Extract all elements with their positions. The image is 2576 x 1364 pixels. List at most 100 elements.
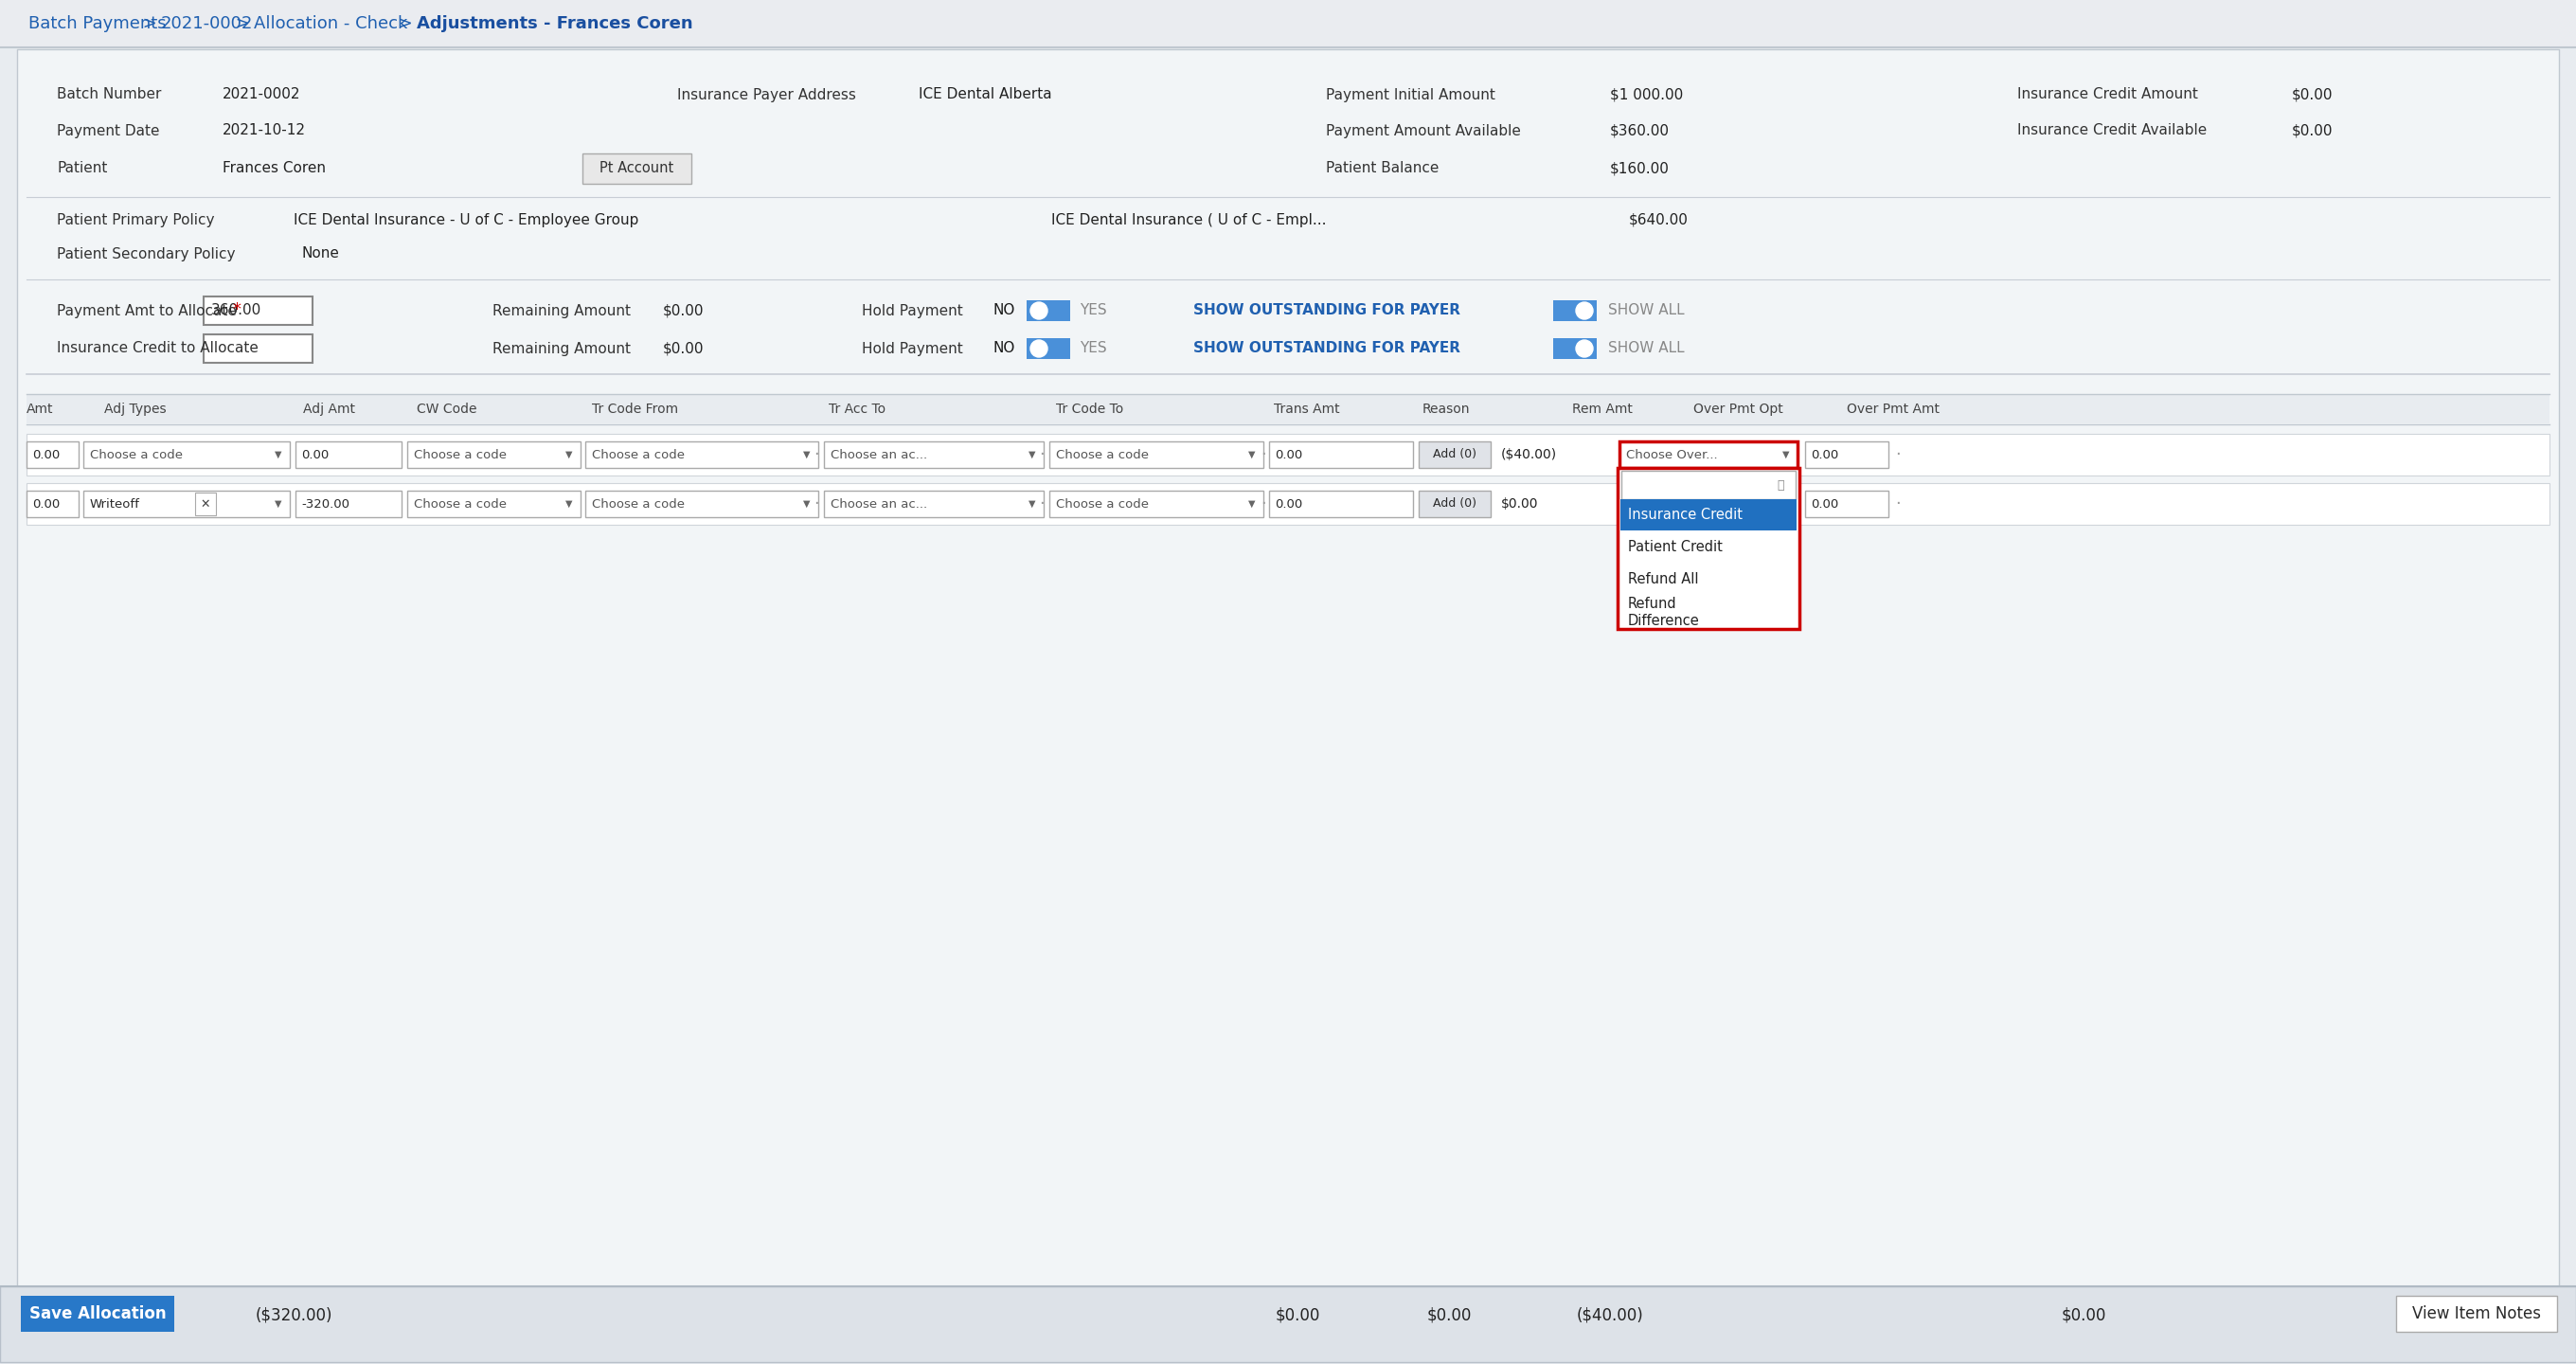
Bar bbox=[407, 491, 580, 517]
Text: $0.00: $0.00 bbox=[2293, 124, 2334, 138]
Text: Insurance Credit Available: Insurance Credit Available bbox=[2017, 124, 2208, 138]
Bar bbox=[824, 442, 1043, 468]
Text: View Item Notes: View Item Notes bbox=[2411, 1305, 2540, 1322]
Text: $0.00: $0.00 bbox=[31, 1307, 75, 1323]
Text: ·: · bbox=[814, 495, 819, 513]
Bar bbox=[82, 491, 289, 517]
Bar bbox=[26, 442, 80, 468]
Bar bbox=[21, 1296, 175, 1331]
Text: 0.00: 0.00 bbox=[1275, 498, 1303, 510]
Text: Amt: Amt bbox=[26, 402, 54, 416]
Text: ICE Dental Insurance ( U of C - Empl...: ICE Dental Insurance ( U of C - Empl... bbox=[1051, 213, 1327, 226]
Text: $640.00: $640.00 bbox=[1628, 213, 1687, 226]
Text: $0.00: $0.00 bbox=[662, 304, 703, 318]
Text: Add (0): Add (0) bbox=[1432, 498, 1476, 510]
Text: 2021-0002: 2021-0002 bbox=[160, 15, 252, 33]
Bar bbox=[82, 442, 289, 468]
Text: Remaining Amount: Remaining Amount bbox=[492, 304, 631, 318]
Text: 0.00: 0.00 bbox=[1275, 449, 1303, 461]
Text: Choose a code: Choose a code bbox=[90, 449, 183, 461]
Text: $160.00: $160.00 bbox=[1610, 161, 1669, 176]
Bar bbox=[407, 442, 580, 468]
Text: Insurance Credit: Insurance Credit bbox=[1628, 509, 1741, 522]
Text: 2021-0002: 2021-0002 bbox=[222, 87, 301, 102]
Circle shape bbox=[1030, 340, 1048, 357]
Bar bbox=[26, 491, 80, 517]
Text: Tr Code To: Tr Code To bbox=[1056, 402, 1123, 416]
Text: Patient: Patient bbox=[57, 161, 108, 176]
Bar bbox=[296, 442, 402, 468]
Text: ▼: ▼ bbox=[804, 499, 811, 509]
Text: Insurance Payer Address: Insurance Payer Address bbox=[677, 87, 855, 102]
Text: Insurance Credit to Allocate: Insurance Credit to Allocate bbox=[57, 341, 258, 356]
Text: ·: · bbox=[1896, 446, 1901, 464]
Text: ($40.00): ($40.00) bbox=[1502, 447, 1556, 461]
Text: Insurance Credit Amount: Insurance Credit Amount bbox=[2017, 87, 2197, 102]
Text: Patient Credit: Patient Credit bbox=[1628, 540, 1723, 555]
Text: Payment Amount Available: Payment Amount Available bbox=[1327, 124, 1520, 138]
Bar bbox=[1806, 491, 1888, 517]
Bar bbox=[204, 296, 312, 325]
Text: Batch Number: Batch Number bbox=[57, 87, 162, 102]
Text: Patient Secondary Policy: Patient Secondary Policy bbox=[57, 247, 234, 261]
Text: Pt Account: Pt Account bbox=[600, 161, 675, 176]
Text: Choose a code: Choose a code bbox=[415, 449, 507, 461]
Bar bbox=[585, 491, 819, 517]
Bar bbox=[26, 434, 2550, 476]
Text: $0.00: $0.00 bbox=[1275, 1307, 1319, 1323]
Text: Choose a code: Choose a code bbox=[415, 498, 507, 510]
Text: Difference: Difference bbox=[1628, 614, 1700, 627]
Bar bbox=[204, 334, 312, 363]
Text: Over Pmt Amt: Over Pmt Amt bbox=[1847, 402, 1940, 416]
Bar bbox=[585, 442, 819, 468]
Text: *: * bbox=[232, 301, 240, 318]
Text: 🔍: 🔍 bbox=[1777, 479, 1785, 491]
Text: 0.00: 0.00 bbox=[1811, 498, 1839, 510]
Text: SHOW ALL: SHOW ALL bbox=[1607, 341, 1685, 356]
Text: Trans Amt: Trans Amt bbox=[1273, 402, 1340, 416]
Text: Save Allocation: Save Allocation bbox=[28, 1305, 165, 1322]
Text: YES: YES bbox=[1079, 304, 1108, 318]
Text: 0.00: 0.00 bbox=[301, 449, 330, 461]
Text: NO: NO bbox=[992, 341, 1015, 356]
Text: ▼: ▼ bbox=[276, 499, 281, 509]
Text: $0.00: $0.00 bbox=[1427, 1307, 1471, 1323]
Text: Rem Amt: Rem Amt bbox=[1571, 402, 1633, 416]
Bar bbox=[1048, 491, 1262, 517]
Text: Choose an ac...: Choose an ac... bbox=[829, 449, 927, 461]
Text: Add (0): Add (0) bbox=[1432, 449, 1476, 461]
Text: ▼: ▼ bbox=[564, 450, 572, 460]
Bar bbox=[1270, 442, 1414, 468]
Text: $0.00: $0.00 bbox=[1502, 498, 1538, 510]
Text: 0.00: 0.00 bbox=[31, 498, 59, 510]
Text: SHOW ALL: SHOW ALL bbox=[1607, 304, 1685, 318]
Bar bbox=[196, 492, 216, 516]
Text: None: None bbox=[301, 247, 340, 261]
Text: $0.00: $0.00 bbox=[662, 341, 703, 356]
Text: SHOW OUTSTANDING FOR PAYER: SHOW OUTSTANDING FOR PAYER bbox=[1193, 304, 1461, 318]
Text: -320.00: -320.00 bbox=[301, 498, 350, 510]
Bar bbox=[1618, 468, 1801, 629]
Text: >: > bbox=[137, 15, 162, 33]
Text: Choose a code: Choose a code bbox=[1056, 498, 1149, 510]
Text: ✕: ✕ bbox=[201, 498, 211, 510]
Bar bbox=[1620, 442, 1798, 468]
Text: ·: · bbox=[1038, 446, 1043, 464]
Text: ▼: ▼ bbox=[804, 450, 811, 460]
Text: ICE Dental Insurance - U of C - Employee Group: ICE Dental Insurance - U of C - Employee… bbox=[294, 213, 639, 226]
Text: Refund All: Refund All bbox=[1628, 573, 1698, 587]
Text: ▼: ▼ bbox=[1028, 499, 1036, 509]
Text: Frances Coren: Frances Coren bbox=[222, 161, 325, 176]
Text: 360.00: 360.00 bbox=[211, 304, 263, 318]
Text: ▼: ▼ bbox=[1249, 450, 1255, 460]
Circle shape bbox=[1577, 340, 1592, 357]
Bar bbox=[1048, 442, 1262, 468]
Bar bbox=[26, 396, 2550, 423]
Bar bbox=[1270, 491, 1414, 517]
Bar bbox=[0, 1286, 2576, 1363]
Text: Payment Initial Amount: Payment Initial Amount bbox=[1327, 87, 1494, 102]
Text: Hold Payment: Hold Payment bbox=[863, 341, 963, 356]
Text: ·: · bbox=[1038, 495, 1043, 513]
Text: Payment Amt to Allocate: Payment Amt to Allocate bbox=[57, 304, 237, 318]
Bar bbox=[1620, 471, 1795, 499]
